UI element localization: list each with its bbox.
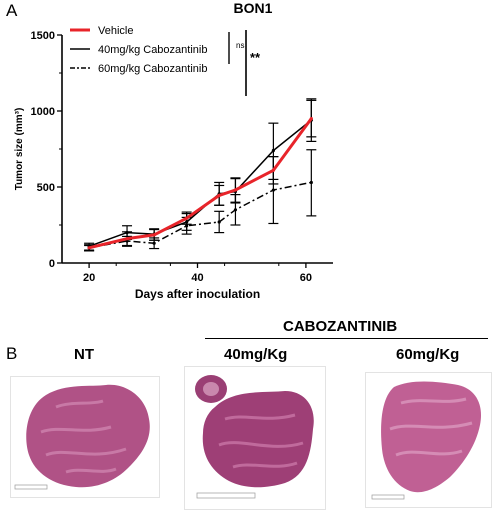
chart-title: BON1: [234, 0, 273, 16]
data-point: [87, 246, 91, 250]
data-point: [271, 168, 275, 172]
tumor-growth-chart: BON1 0 500 1000 1500 20 40 60 Days after inocula…: [14, 0, 333, 301]
legend-entry: 60mg/kg Cabozantinib: [98, 63, 207, 75]
series-line: [88, 119, 312, 248]
y-tick-label: 1500: [31, 30, 55, 42]
data-point: [233, 208, 238, 212]
data-point: [185, 216, 189, 220]
data-point: [271, 148, 275, 153]
y-axis-label: Tumor size (mm³): [14, 108, 25, 191]
label-40mg: 40mg/Kg: [224, 346, 288, 363]
data-point: [309, 117, 313, 121]
histology-image-nt: [10, 376, 160, 498]
data-point: [217, 220, 221, 224]
y-tick-label: 0: [49, 258, 55, 270]
data-point: [309, 180, 313, 185]
histology-image-60mg: [365, 372, 492, 508]
x-tick-label: 40: [191, 272, 203, 284]
panel-b-letter: B: [6, 344, 18, 363]
group-divider: [205, 338, 488, 339]
data-point: [125, 237, 129, 241]
x-tick-label: 60: [300, 272, 312, 284]
data-point: [271, 188, 275, 192]
series-line: [88, 117, 313, 250]
significance-label: **: [250, 50, 261, 65]
data-point: [217, 193, 221, 197]
series-line: [88, 181, 312, 249]
y-tick-label: 500: [37, 182, 55, 194]
data-point: [185, 224, 189, 228]
label-60mg: 60mg/Kg: [396, 346, 460, 363]
panel-a-letter: A: [6, 1, 18, 20]
ns-label: ns: [236, 41, 244, 50]
x-tick-label: 20: [83, 272, 95, 284]
data-point: [185, 220, 189, 224]
histology-image-40mg: [184, 366, 326, 510]
label-nt: NT: [74, 346, 94, 363]
data-point: [233, 188, 238, 192]
data-point: [152, 241, 156, 245]
x-axis-label: Days after inoculation: [135, 287, 260, 301]
label-cabozantinib: CABOZANTINIB: [283, 318, 398, 335]
y-tick-label: 1000: [31, 106, 55, 118]
data-point: [152, 233, 156, 237]
legend-entry: Vehicle: [98, 25, 133, 37]
legend-entry: 40mg/kg Cabozantinib: [98, 44, 207, 56]
data-point: [125, 231, 129, 235]
